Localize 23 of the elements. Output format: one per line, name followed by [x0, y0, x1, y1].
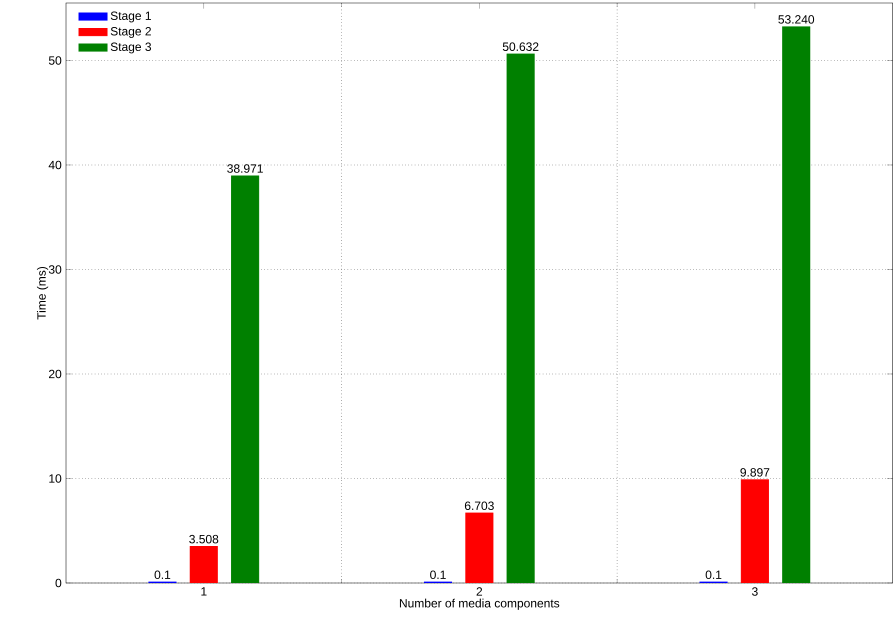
data-label: 6.703 [464, 502, 494, 510]
data-label: 9.897 [740, 468, 770, 477]
y-tick-label: 10 [49, 474, 62, 483]
x-axis-title: Number of media components [400, 598, 560, 610]
data-label: 0.1 [706, 570, 722, 580]
y-tick-label: 20 [49, 370, 62, 378]
legend-label: Stage 3 [110, 42, 152, 54]
x-tick-label: 3 [752, 587, 758, 596]
data-label: 3.508 [189, 534, 218, 544]
data-label: 38.971 [227, 164, 263, 173]
y-tick-label: 40 [48, 160, 62, 170]
legend-label: Stage 1 [110, 11, 151, 22]
y-tick-label: 50 [48, 56, 62, 65]
y-tick-label: 0 [56, 578, 62, 588]
data-label: 0.1 [430, 570, 446, 580]
x-tick-label: 2 [476, 587, 482, 596]
legend-label: Stage 2 [110, 27, 151, 38]
y-tick-label: 30 [48, 265, 62, 274]
data-label: 50.632 [502, 42, 538, 51]
x-tick-label: 1 [201, 587, 207, 596]
y-axis-title: Time (ms) [36, 266, 48, 320]
data-label: 53.240 [778, 15, 814, 24]
data-label: 0.1 [154, 570, 170, 580]
